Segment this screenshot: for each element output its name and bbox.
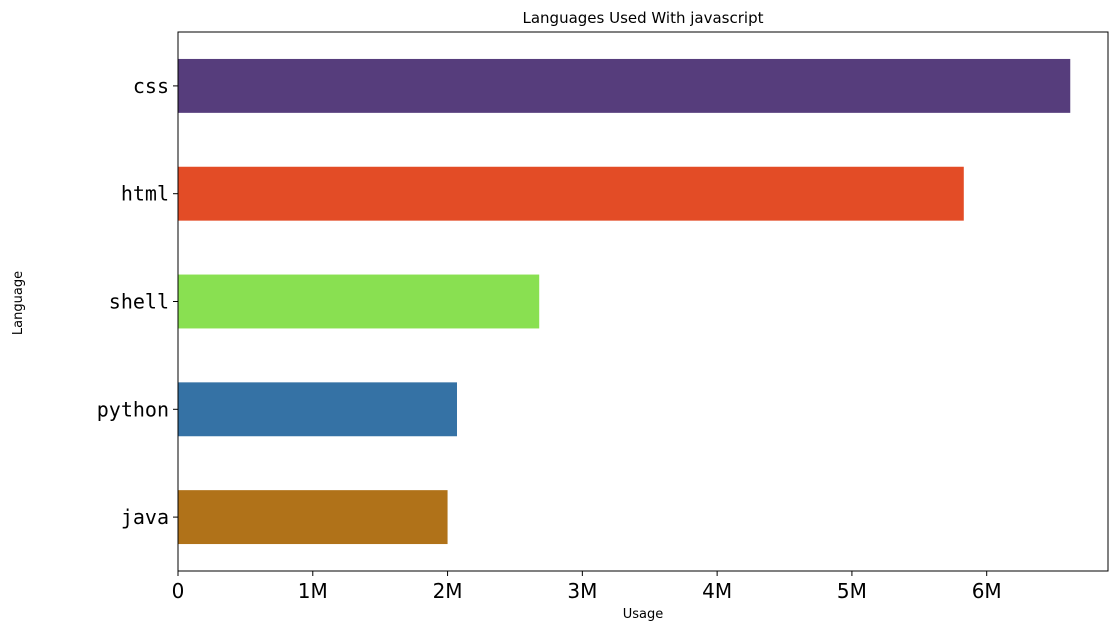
bar-python xyxy=(178,382,457,437)
x-tick-label-2M: 2M xyxy=(433,579,463,603)
y-tick-label-python: python xyxy=(97,397,169,421)
x-tick-label-6M: 6M xyxy=(972,579,1002,603)
y-tick-label-java: java xyxy=(121,505,169,529)
y-tick-label-html: html xyxy=(121,182,169,206)
y-axis-label: Language xyxy=(11,271,26,335)
x-tick-label-3M: 3M xyxy=(567,579,597,603)
chart-title: Languages Used With javascript xyxy=(523,9,764,27)
x-axis-ticks: 0 1M 2M 3M 4M 5M 6M xyxy=(172,571,1002,603)
y-tick-label-shell: shell xyxy=(109,290,169,314)
x-tick-label-0: 0 xyxy=(172,579,185,603)
x-tick-label-4M: 4M xyxy=(702,579,732,603)
bar-css xyxy=(178,58,1071,113)
bar-java xyxy=(178,490,448,545)
bars-group xyxy=(178,58,1071,545)
y-axis-ticks: java python shell html css xyxy=(97,74,178,529)
x-tick-label-5M: 5M xyxy=(837,579,867,603)
bar-html xyxy=(178,166,964,221)
x-axis-label: Usage xyxy=(623,607,664,622)
x-tick-label-1M: 1M xyxy=(298,579,328,603)
y-tick-label-css: css xyxy=(133,74,169,98)
bar-shell xyxy=(178,274,540,329)
